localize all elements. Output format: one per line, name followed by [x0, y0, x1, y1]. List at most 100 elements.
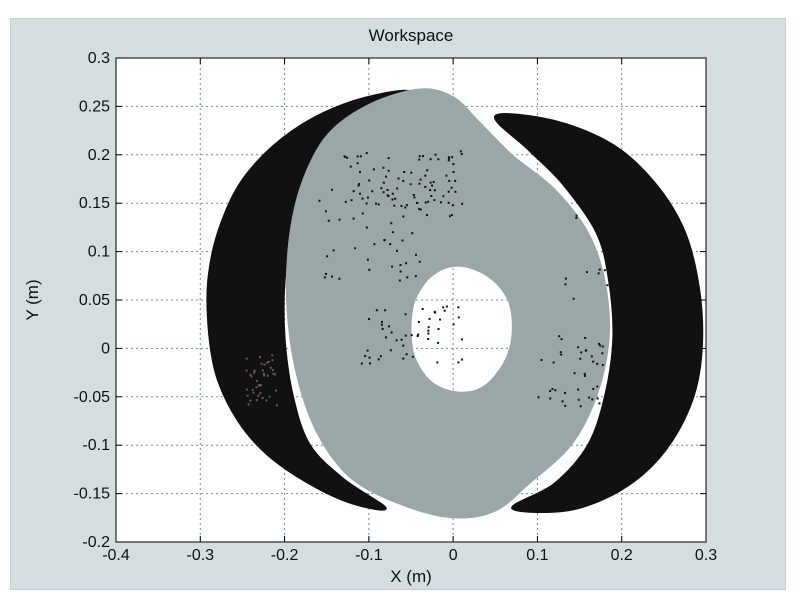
scatter-point — [601, 364, 604, 367]
scatter-point — [405, 262, 408, 265]
scatter-point — [430, 195, 433, 198]
scatter-point — [318, 199, 321, 202]
scatter-point — [417, 333, 420, 336]
scatter-point — [425, 214, 428, 217]
scatter-point — [437, 158, 440, 161]
scatter-point — [551, 388, 554, 391]
scatter-point — [364, 355, 367, 358]
scatter-point — [413, 196, 416, 199]
scatter-point — [424, 201, 427, 204]
scatter-point — [411, 232, 414, 235]
scatter-point — [597, 272, 600, 275]
scatter-point — [377, 203, 380, 206]
scatter-point-light — [253, 371, 256, 374]
scatter-point — [354, 247, 357, 250]
scatter-point — [448, 215, 451, 218]
scatter-point — [324, 272, 327, 275]
series-grey-annulus — [285, 88, 611, 519]
scatter-point — [457, 306, 460, 309]
scatter-point — [386, 188, 389, 191]
scatter-point — [400, 338, 403, 341]
scatter-point — [380, 323, 383, 326]
scatter-point — [383, 239, 386, 242]
scatter-point — [380, 320, 383, 323]
scatter-point — [602, 219, 605, 222]
y-tick-label: 0.3 — [88, 50, 110, 67]
scatter-point-light — [245, 369, 248, 372]
scatter-point — [332, 249, 335, 252]
scatter-point — [368, 268, 371, 271]
scatter-point — [349, 165, 352, 168]
y-tick-label: 0.05 — [79, 292, 110, 309]
scatter-point — [382, 181, 385, 184]
scatter-point — [418, 260, 421, 263]
scatter-point — [419, 178, 422, 181]
scatter-point — [442, 195, 445, 198]
scatter-point — [402, 344, 405, 347]
scatter-point — [564, 277, 567, 280]
scatter-point — [368, 318, 371, 321]
scatter-point — [434, 311, 437, 314]
scatter-point — [560, 353, 563, 356]
scatter-point — [387, 169, 390, 172]
scatter-point-light — [256, 379, 259, 382]
scatter-point — [410, 334, 413, 337]
scatter-point — [580, 351, 583, 354]
scatter-point-light — [253, 369, 256, 372]
scatter-point-light — [263, 374, 266, 377]
scatter-point — [424, 174, 427, 177]
scatter-point — [384, 309, 387, 312]
scatter-point — [394, 197, 397, 200]
scatter-point — [572, 297, 575, 300]
series-dark-right-crescent — [494, 113, 704, 513]
scatter-point — [397, 177, 400, 180]
scatter-point — [380, 187, 383, 190]
scatter-point — [549, 390, 552, 393]
scatter-point — [442, 306, 445, 309]
scatter-point — [554, 389, 557, 392]
scatter-point — [418, 207, 421, 210]
scatter-point — [365, 152, 368, 155]
scatter-point — [358, 192, 361, 195]
scatter-point — [398, 279, 401, 282]
scatter-point — [414, 275, 417, 278]
scatter-point-light — [259, 392, 262, 395]
scatter-point-light — [249, 399, 252, 402]
scatter-point — [338, 277, 341, 280]
scatter-point-light — [265, 399, 268, 402]
scatter-point — [417, 321, 420, 324]
scatter-point — [459, 150, 462, 153]
scatter-point — [427, 337, 430, 340]
scatter-point — [338, 218, 341, 221]
scatter-point — [451, 156, 454, 159]
scatter-point — [405, 353, 408, 356]
scatter-point-light — [267, 360, 270, 363]
scatter-point — [549, 397, 552, 400]
scatter-point — [564, 283, 567, 286]
scatter-point — [402, 179, 405, 182]
scatter-point-light — [271, 369, 274, 372]
scatter-point — [592, 387, 595, 390]
scatter-point — [352, 190, 355, 193]
scatter-point — [457, 361, 460, 364]
scatter-point — [373, 243, 376, 246]
scatter-point — [389, 243, 392, 246]
scatter-point — [452, 171, 455, 174]
scatter-point — [429, 189, 432, 192]
scatter-point — [575, 216, 578, 219]
scatter-point-light — [274, 373, 277, 376]
scatter-point — [447, 201, 450, 204]
scatter-point — [382, 166, 385, 169]
scatter-point — [385, 336, 388, 339]
scatter-point — [361, 197, 364, 200]
scatter-point — [601, 352, 604, 355]
scatter-point-light — [250, 375, 253, 378]
x-tick-label: 0.3 — [695, 547, 717, 564]
scatter-point-light — [258, 384, 261, 387]
scatter-point — [606, 234, 609, 237]
scatter-point — [404, 313, 407, 316]
scatter-point — [427, 332, 430, 335]
scatter-point-light — [245, 388, 248, 391]
scatter-point — [352, 217, 355, 220]
scatter-point — [399, 264, 402, 267]
